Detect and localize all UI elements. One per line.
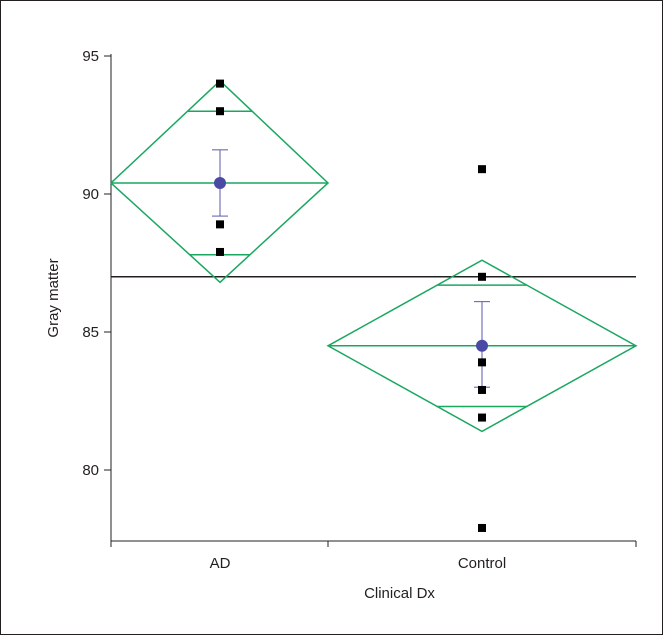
- data-point: [478, 385, 486, 394]
- data-point: [478, 413, 486, 422]
- data-point: [478, 358, 486, 367]
- data-point: [478, 165, 486, 174]
- mean-marker: [214, 176, 226, 189]
- y-tick-label: 85: [82, 324, 99, 341]
- data-point: [216, 79, 224, 88]
- y-axis-label: Gray matter: [45, 258, 62, 337]
- mean-marker: [476, 339, 488, 352]
- data-point: [478, 523, 486, 532]
- data-point: [216, 247, 224, 256]
- y-tick-label: 95: [82, 48, 99, 65]
- data-point: [478, 272, 486, 281]
- y-tick-label: 90: [82, 186, 99, 203]
- x-tick-label: Control: [458, 555, 506, 572]
- x-axis-label: Clinical Dx: [364, 585, 435, 602]
- plot-area: [109, 79, 638, 532]
- x-tick-label: AD: [210, 555, 231, 572]
- y-tick-label: 80: [82, 462, 99, 479]
- axes: 95 90 85 80 AD Control: [82, 48, 637, 572]
- data-point: [216, 220, 224, 229]
- data-point: [216, 107, 224, 116]
